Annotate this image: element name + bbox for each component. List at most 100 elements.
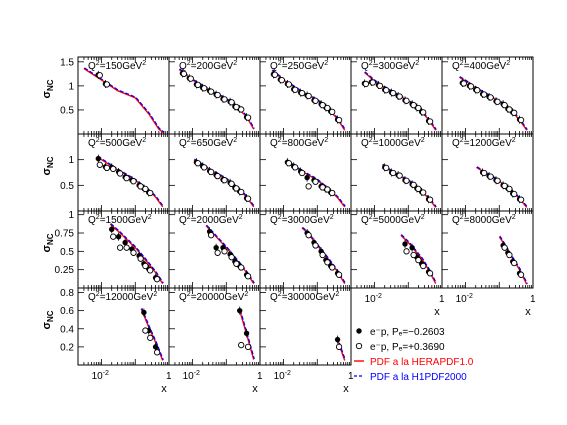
open-point xyxy=(305,183,312,190)
open-point xyxy=(233,260,240,267)
panel-title: Q2=650GeV2 xyxy=(179,137,237,149)
open-point xyxy=(312,178,319,185)
open-point xyxy=(420,189,427,196)
open-point xyxy=(410,101,417,109)
open-point xyxy=(153,276,161,283)
open-point xyxy=(238,106,245,113)
open-point xyxy=(214,172,221,180)
open-point xyxy=(305,232,312,239)
legend-closed-marker xyxy=(356,328,362,334)
y-tick-label: 1 xyxy=(68,155,74,166)
open-point xyxy=(517,271,525,278)
open-point xyxy=(130,178,137,185)
y-tick-label: 0.5 xyxy=(60,105,74,116)
open-point xyxy=(278,76,285,84)
open-point xyxy=(194,81,202,89)
open-point xyxy=(335,271,343,278)
x-tick-label: 1 xyxy=(257,371,263,382)
x-tick-label: 10-2 xyxy=(183,370,200,382)
open-point xyxy=(130,249,137,256)
open-point xyxy=(494,98,501,105)
open-point xyxy=(426,196,434,203)
open-point xyxy=(244,273,252,280)
open-point xyxy=(271,71,279,78)
legend-hera-label: PDF a la HERAPDF1.0 xyxy=(370,357,474,368)
open-point xyxy=(96,72,103,79)
panel xyxy=(259,287,352,366)
closed-point xyxy=(95,155,101,162)
legend: e⁻p, Pₑ=−0.2603 e⁻p, Pₑ=+0.3690 PDF a la H… xyxy=(354,327,474,383)
open-point xyxy=(403,248,410,255)
open-point xyxy=(228,180,235,187)
panel xyxy=(168,56,261,135)
closed-point xyxy=(334,336,341,343)
h1-curve xyxy=(110,223,164,284)
panel-frame xyxy=(259,287,352,366)
open-point xyxy=(298,169,306,177)
open-point xyxy=(329,189,336,197)
h1-curve xyxy=(84,67,165,133)
open-point xyxy=(396,93,403,100)
y-tick-label: 0.5 xyxy=(60,247,74,258)
panel-title: Q2=8000GeV2 xyxy=(452,214,516,226)
open-point xyxy=(103,81,111,88)
x-axis-label: x xyxy=(343,383,349,395)
labels-layer: 0.5 1 1.5 Q2=150GeV2 Q2=200GeV2 Q2=250GeV2 Q2=… xyxy=(41,57,536,395)
open-point xyxy=(153,349,161,356)
open-point xyxy=(228,254,235,261)
panel-title: Q2=30000GeV2 xyxy=(270,291,339,303)
open-point xyxy=(147,189,154,197)
y-axis-label: σNC xyxy=(41,156,55,175)
open-point xyxy=(383,87,390,94)
legend-open-marker xyxy=(355,342,363,350)
panel-title: Q2=1200GeV2 xyxy=(452,137,516,149)
open-point xyxy=(238,264,245,271)
open-point xyxy=(319,251,326,259)
open-point xyxy=(201,85,208,92)
panel-title: Q2=5000GeV2 xyxy=(361,214,425,226)
panel-title: Q2=1500GeV2 xyxy=(88,214,152,226)
open-point xyxy=(517,116,525,124)
x-tick-label: 10-2 xyxy=(92,370,109,382)
open-point xyxy=(487,94,494,101)
open-point xyxy=(238,341,245,349)
open-point xyxy=(214,91,221,99)
open-point xyxy=(142,185,149,193)
closed-point xyxy=(115,233,122,240)
open-point xyxy=(329,108,336,116)
open-point xyxy=(305,92,312,100)
open-point xyxy=(396,172,403,179)
legend-open-label: e⁻p, Pₑ=+0.3690 xyxy=(370,342,445,353)
closed-point xyxy=(237,307,243,314)
open-point xyxy=(467,83,475,90)
open-point xyxy=(324,186,331,193)
open-point xyxy=(207,88,215,95)
open-point xyxy=(506,185,513,193)
y-axis-label: σNC xyxy=(41,310,55,329)
h1-curve xyxy=(364,71,437,130)
open-point xyxy=(180,70,188,77)
closed-point xyxy=(402,241,408,247)
open-point xyxy=(369,79,376,86)
y-tick-label: 0.2 xyxy=(60,342,74,353)
open-point xyxy=(298,89,306,97)
open-point xyxy=(137,183,144,190)
x-axis-label: x xyxy=(161,383,167,395)
open-point xyxy=(137,255,144,262)
open-point xyxy=(383,164,390,172)
open-point xyxy=(201,164,208,171)
hera-curve xyxy=(109,223,164,284)
open-point xyxy=(147,334,154,341)
open-point xyxy=(292,86,299,93)
panel-frame xyxy=(441,210,534,289)
y-tick-label: 0.25 xyxy=(55,265,75,276)
open-point xyxy=(244,114,252,121)
closed-point xyxy=(122,239,128,246)
open-point xyxy=(187,75,194,82)
open-point xyxy=(389,89,397,97)
open-point xyxy=(142,327,149,334)
x-tick-label: 1 xyxy=(439,294,445,305)
open-point xyxy=(221,177,228,184)
panel-title: Q2=200GeV2 xyxy=(179,60,237,72)
